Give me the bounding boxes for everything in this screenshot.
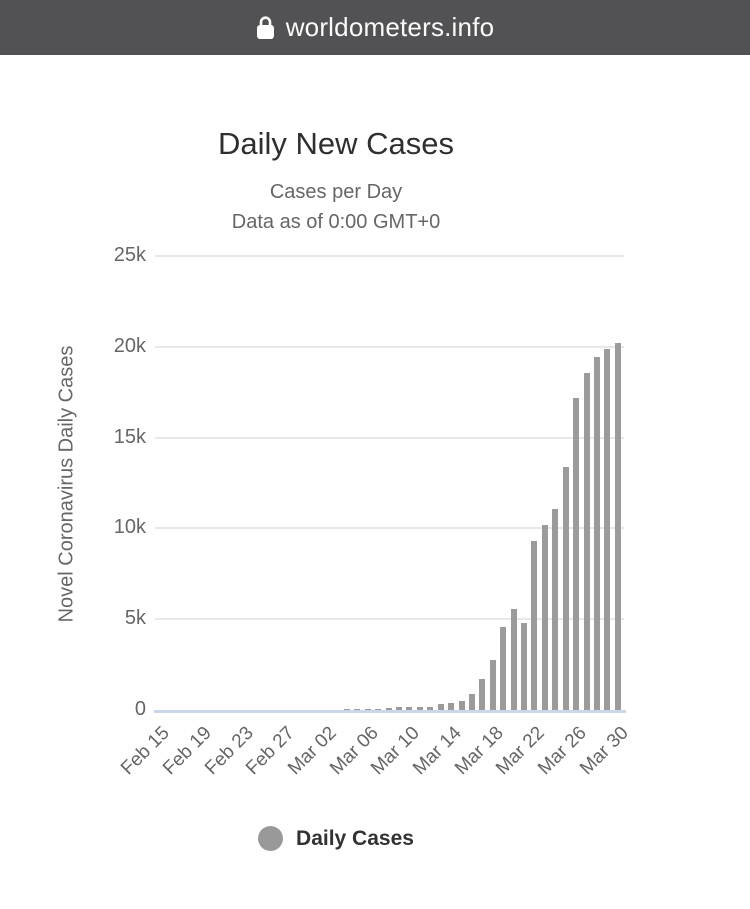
gridline-20k <box>155 345 624 348</box>
bar-mar-10[interactable] <box>406 707 413 710</box>
bar-mar-17[interactable] <box>479 679 486 710</box>
bar-mar-09[interactable] <box>395 707 402 710</box>
bar-mar-20[interactable] <box>510 609 517 710</box>
legend-label: Daily Cases <box>296 826 414 850</box>
bar-mar-06[interactable] <box>364 709 371 710</box>
legend-item-daily-cases[interactable]: Daily Cases <box>0 826 672 851</box>
y-axis-label-20k: 20k <box>113 334 146 357</box>
y-axis-label-0: 0 <box>134 698 146 720</box>
bar-mar-23[interactable] <box>541 525 548 710</box>
bar-mar-27[interactable] <box>583 373 590 710</box>
bar-mar-28[interactable] <box>593 357 600 710</box>
bar-mar-08[interactable] <box>385 708 392 710</box>
bar-mar-26[interactable] <box>573 398 580 710</box>
bar-mar-19[interactable] <box>500 627 507 710</box>
x-axis-line <box>154 710 626 713</box>
y-axis-label-15k: 15k <box>113 425 146 448</box>
gridline-5k <box>155 618 624 621</box>
bar-mar-11[interactable] <box>416 707 423 710</box>
bar-mar-13[interactable] <box>437 704 444 710</box>
lock-icon <box>256 16 274 39</box>
url-text: worldometers.info <box>285 12 495 42</box>
bar-mar-25[interactable] <box>562 467 569 710</box>
bar-mar-21[interactable] <box>521 623 527 710</box>
chart-title: Daily New Cases <box>217 126 454 161</box>
bar-mar-12[interactable] <box>427 707 434 710</box>
bar-mar-04[interactable] <box>343 709 350 710</box>
chart-subtitle-line1: Cases per Day <box>269 181 403 203</box>
y-axis-title: Novel Coronavirus Daily Cases <box>55 345 78 623</box>
bar-mar-16[interactable] <box>468 694 475 710</box>
bar-mar-07[interactable] <box>375 709 382 710</box>
bar-mar-14[interactable] <box>448 703 454 710</box>
bar-mar-15[interactable] <box>458 701 465 710</box>
gridline-10k <box>155 527 624 530</box>
legend-marker-icon <box>258 826 284 851</box>
y-axis-label-5k: 5k <box>124 607 146 630</box>
bar-mar-05[interactable] <box>354 709 361 710</box>
bar-mar-29[interactable] <box>604 349 611 710</box>
chart-subtitle-line2: Data as of 0:00 GMT+0 <box>231 211 441 233</box>
bar-mar-24[interactable] <box>552 509 559 710</box>
browser-address-bar[interactable]: worldometers.info <box>0 0 750 55</box>
gridline-15k <box>155 436 624 439</box>
chart-subtitle: Cases per Day Data as of 0:00 GMT+0 <box>0 177 672 237</box>
bar-mar-18[interactable] <box>489 660 496 710</box>
gridline-25k <box>155 255 624 257</box>
bar-mar-22[interactable] <box>531 541 538 710</box>
bar-mar-30[interactable] <box>614 343 621 710</box>
y-axis-label-25k: 25k <box>113 244 146 266</box>
y-axis-label-10k: 10k <box>113 516 146 539</box>
